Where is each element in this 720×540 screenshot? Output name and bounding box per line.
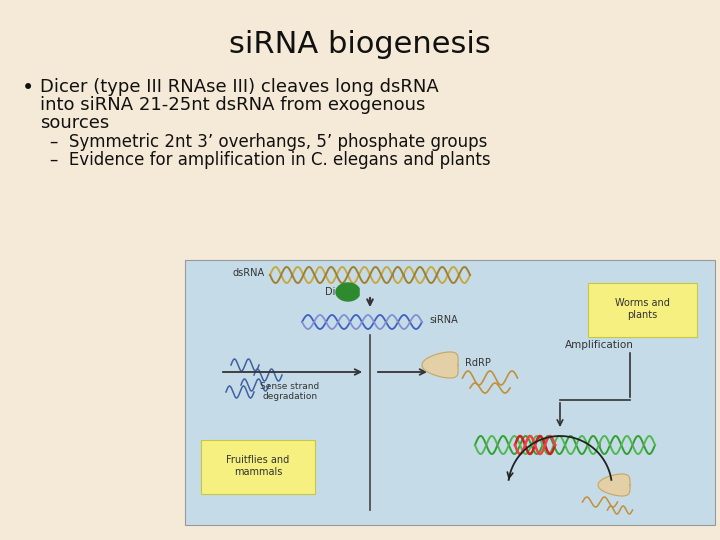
- Text: Amplification: Amplification: [565, 340, 634, 350]
- Text: Fruitflies and
mammals: Fruitflies and mammals: [226, 455, 289, 477]
- Polygon shape: [336, 283, 359, 301]
- Text: Worms and
plants: Worms and plants: [615, 298, 670, 320]
- Text: dsRNA: dsRNA: [233, 268, 265, 278]
- Text: –  Symmetric 2nt 3’ overhangs, 5’ phosphate groups: – Symmetric 2nt 3’ overhangs, 5’ phospha…: [50, 133, 487, 151]
- FancyBboxPatch shape: [185, 260, 715, 525]
- FancyBboxPatch shape: [588, 283, 697, 337]
- Text: Dicer: Dicer: [325, 287, 351, 297]
- Text: Sense strand
degradation: Sense strand degradation: [261, 382, 320, 401]
- Text: –  Evidence for amplification in C. elegans and plants: – Evidence for amplification in C. elega…: [50, 151, 490, 169]
- FancyBboxPatch shape: [201, 440, 315, 494]
- Text: •: •: [22, 78, 35, 98]
- Text: siRNA biogenesis: siRNA biogenesis: [229, 30, 491, 59]
- Polygon shape: [422, 352, 458, 378]
- Text: siRNA: siRNA: [429, 315, 458, 325]
- Polygon shape: [598, 474, 630, 496]
- Text: Dicer (type III RNAse III) cleaves long dsRNA: Dicer (type III RNAse III) cleaves long …: [40, 78, 438, 96]
- Text: RdRP: RdRP: [465, 358, 491, 368]
- Text: sources: sources: [40, 114, 109, 132]
- Text: into siRNA 21-25nt dsRNA from exogenous: into siRNA 21-25nt dsRNA from exogenous: [40, 96, 426, 114]
